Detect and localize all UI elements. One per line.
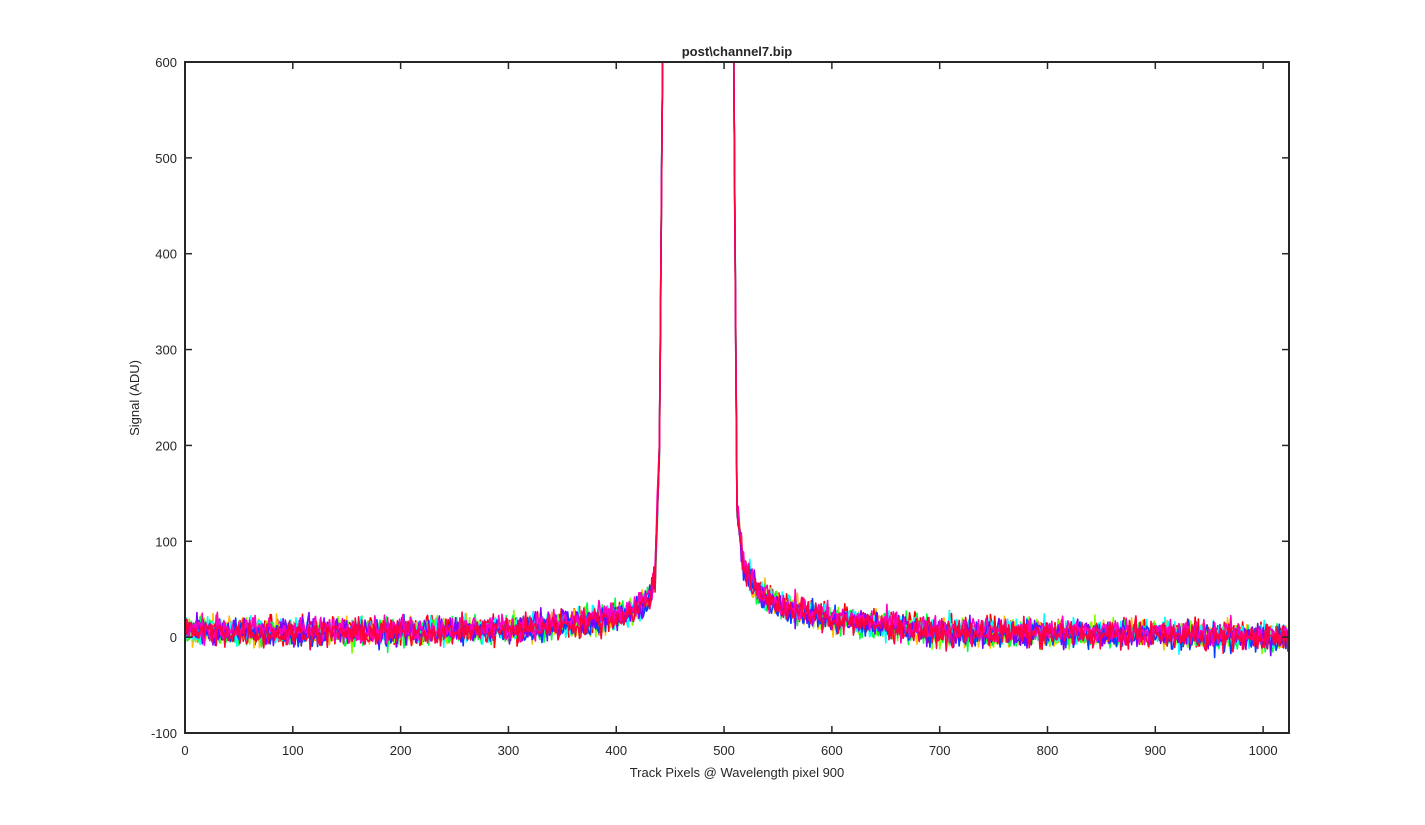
axes-box	[184, 61, 1290, 734]
y-tick-label: 100	[155, 534, 177, 549]
x-tick-label: 600	[821, 743, 843, 758]
x-tick-label: 400	[605, 743, 627, 758]
x-tick-label: 0	[181, 743, 188, 758]
y-tick-label: 600	[155, 55, 177, 70]
series-line	[185, 62, 1289, 654]
y-axis-label: Signal (ADU)	[127, 360, 142, 436]
y-tick-label: 300	[155, 343, 177, 358]
x-tick-label: 700	[929, 743, 951, 758]
plot-area: 0 100 200 300 400 500 600 700 800 900 1000 -100 0 10…	[151, 55, 1290, 758]
data-series-group	[185, 62, 1289, 659]
x-tick-label: 100	[282, 743, 304, 758]
x-axis-label: Track Pixels @ Wavelength pixel 900	[630, 765, 845, 780]
x-tick-label: 300	[498, 743, 520, 758]
x-tick-label: 200	[390, 743, 412, 758]
y-tick-label: 200	[155, 438, 177, 453]
y-tick-label: 400	[155, 247, 177, 262]
y-ticks: -100 0 100 200 300 400 500 600	[151, 55, 1289, 741]
y-tick-label: -100	[151, 726, 177, 741]
chart-title: post\channel7.bip	[682, 44, 793, 59]
x-tick-label: 800	[1037, 743, 1059, 758]
x-tick-label: 500	[713, 743, 735, 758]
y-tick-label: 0	[170, 630, 177, 645]
x-tick-label: 900	[1144, 743, 1166, 758]
x-ticks: 0 100 200 300 400 500 600 700 800 900 1000	[181, 62, 1278, 758]
x-tick-label: 1000	[1249, 743, 1278, 758]
y-tick-label: 500	[155, 151, 177, 166]
